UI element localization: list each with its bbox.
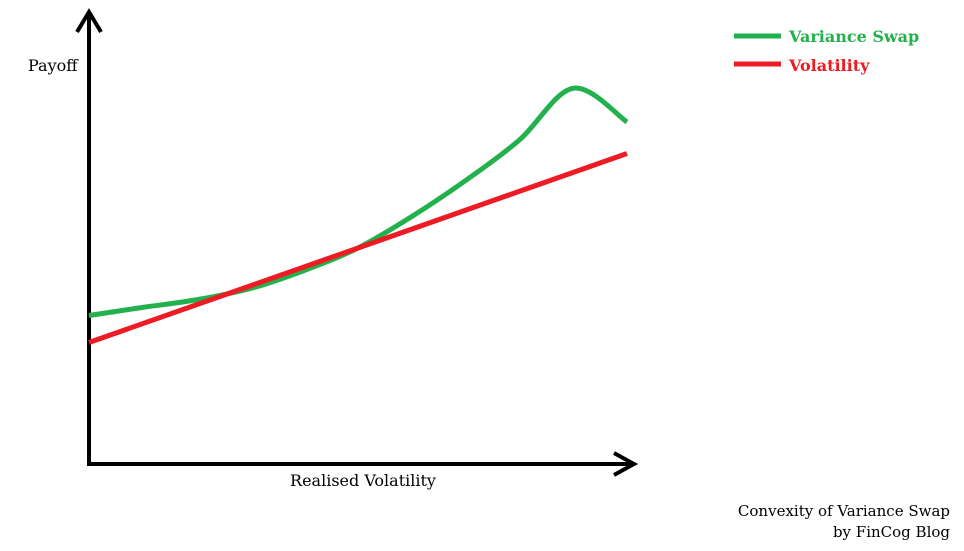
x-axis-arrowhead xyxy=(613,451,639,477)
series-line-variance-swap xyxy=(88,85,629,318)
legend-item-volatility: Volatility xyxy=(734,56,870,75)
y-axis-label: Payoff xyxy=(28,56,79,75)
credit-line-title: Convexity of Variance Swap xyxy=(737,502,950,520)
y-axis-arrowhead xyxy=(75,8,103,34)
legend-label-volatility: Volatility xyxy=(788,56,870,75)
x-axis-label: Realised Volatility xyxy=(290,471,436,490)
legend-item-variance-swap: Variance Swap xyxy=(734,27,919,46)
axes xyxy=(75,8,639,477)
legend: Variance Swap Volatility xyxy=(734,27,919,75)
legend-label-variance-swap: Variance Swap xyxy=(788,27,919,46)
series-layer xyxy=(88,85,629,345)
credit-line-author: by FinCog Blog xyxy=(832,523,950,541)
series-line-volatility xyxy=(88,151,628,345)
credit-block: Convexity of Variance Swap by FinCog Blo… xyxy=(738,501,950,543)
